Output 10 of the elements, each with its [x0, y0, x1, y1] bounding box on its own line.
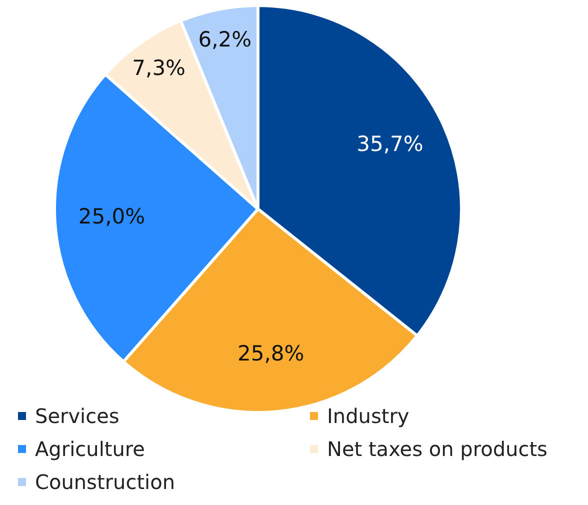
data-label: 25,0% [78, 204, 146, 229]
data-label: 7,3% [132, 56, 186, 80]
data-label: 35,7% [356, 132, 424, 156]
data-label: 25,8% [238, 341, 304, 366]
legend-label: Agriculture [35, 437, 145, 461]
legend-label: Services [35, 404, 120, 428]
legend-label: Counstruction [35, 470, 176, 494]
legend-label: Industry [327, 404, 410, 428]
legend-label: Net taxes on products [327, 437, 548, 461]
data-label: 6,2% [198, 28, 252, 52]
